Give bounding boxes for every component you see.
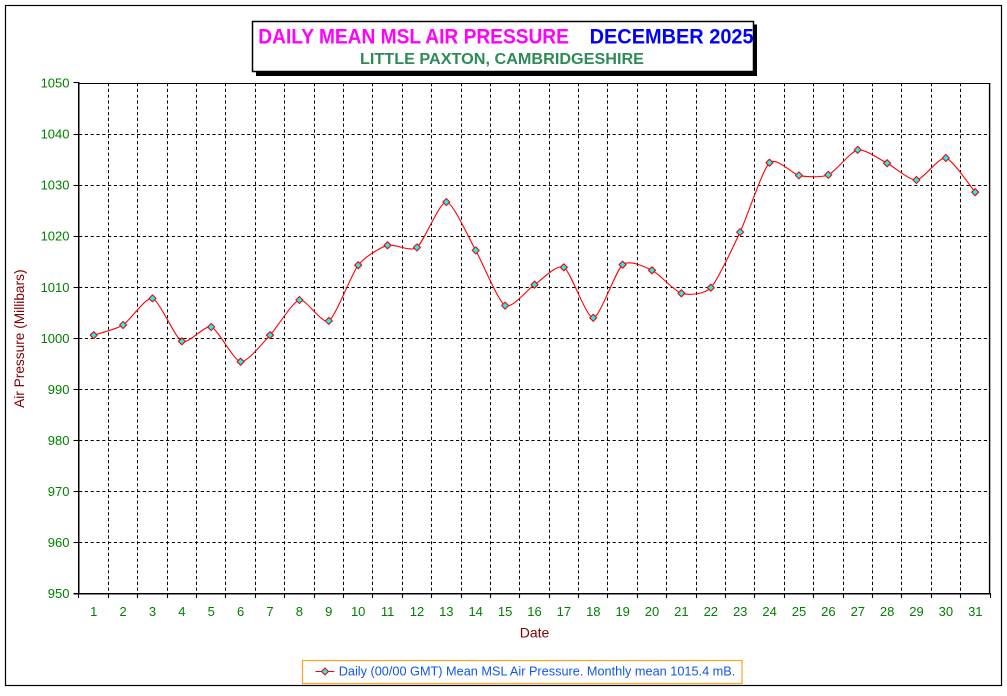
svg-text:2: 2 [119,604,126,619]
svg-text:960: 960 [48,535,70,550]
svg-text:1020: 1020 [41,229,70,244]
svg-text:3: 3 [149,604,156,619]
svg-text:14: 14 [468,604,482,619]
svg-text:DECEMBER 2025: DECEMBER 2025 [590,26,754,49]
svg-text:1040: 1040 [41,127,70,142]
svg-text:22: 22 [704,604,718,619]
svg-text:1050: 1050 [41,76,70,91]
svg-text:Date: Date [520,625,550,641]
svg-text:Air Pressure (Millibars): Air Pressure (Millibars) [12,269,27,407]
svg-text:23: 23 [733,604,747,619]
svg-text:1: 1 [90,604,97,619]
svg-text:4: 4 [178,604,185,619]
svg-text:17: 17 [557,604,571,619]
svg-text:Daily (00/00 GMT) Mean MSL Air: Daily (00/00 GMT) Mean MSL Air Pressure.… [339,663,736,678]
svg-text:9: 9 [325,604,332,619]
svg-text:19: 19 [615,604,629,619]
svg-text:8: 8 [296,604,303,619]
svg-text:11: 11 [381,604,395,619]
svg-text:25: 25 [792,604,806,619]
svg-text:31: 31 [968,604,982,619]
svg-text:27: 27 [851,604,865,619]
svg-text:24: 24 [762,604,776,619]
svg-text:29: 29 [909,604,923,619]
svg-text:980: 980 [48,433,70,448]
svg-text:26: 26 [821,604,835,619]
svg-text:LITTLE PAXTON, CAMBRIDGESHIRE: LITTLE PAXTON, CAMBRIDGESHIRE [360,51,644,68]
svg-text:16: 16 [527,604,541,619]
svg-text:DAILY MEAN MSL AIR PRESSURE: DAILY MEAN MSL AIR PRESSURE [258,26,569,49]
svg-text:13: 13 [439,604,453,619]
svg-text:12: 12 [410,604,424,619]
svg-text:1030: 1030 [41,178,70,193]
svg-text:18: 18 [586,604,600,619]
svg-text:6: 6 [237,604,244,619]
svg-text:1010: 1010 [41,280,70,295]
svg-text:20: 20 [645,604,659,619]
svg-text:950: 950 [48,586,70,601]
svg-text:15: 15 [498,604,512,619]
svg-text:28: 28 [880,604,894,619]
svg-text:1000: 1000 [41,331,70,346]
svg-text:30: 30 [939,604,953,619]
svg-text:970: 970 [48,484,70,499]
svg-text:10: 10 [351,604,365,619]
svg-text:21: 21 [674,604,688,619]
svg-text:5: 5 [208,604,215,619]
svg-text:990: 990 [48,382,70,397]
svg-text:7: 7 [266,604,273,619]
